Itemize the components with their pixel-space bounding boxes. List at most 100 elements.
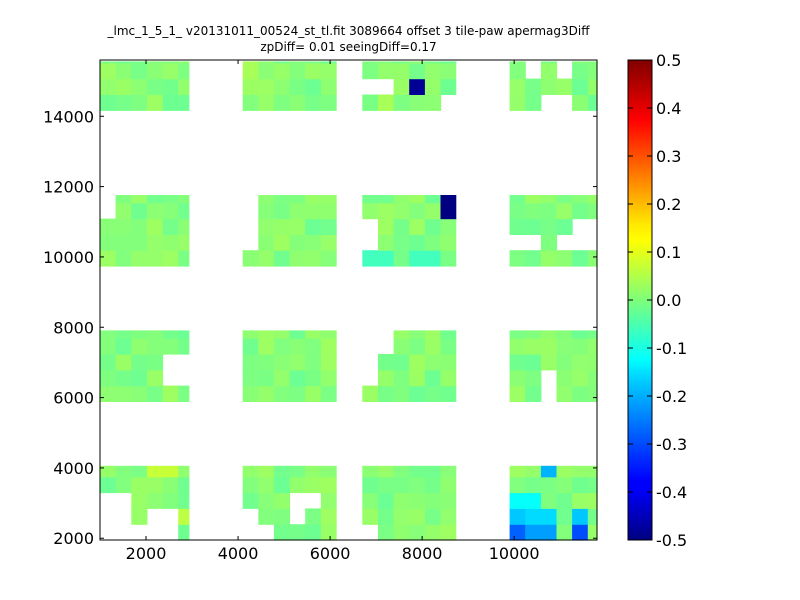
heatmap-cell [162,195,179,204]
heatmap-cell [100,354,117,371]
heatmap-cell [305,338,322,355]
heatmap-cell [440,78,457,95]
heatmap-cell [409,218,426,235]
heatmap-cell [393,62,410,80]
heatmap-cell [556,369,573,387]
heatmap-cell [115,234,132,251]
heatmap-cell [572,385,589,402]
heatmap-cell [540,202,558,220]
heatmap-cell [273,62,291,80]
heatmap-cell [178,385,190,402]
heatmap-cell [362,94,379,111]
heatmap-cell [178,78,190,95]
heatmap-cell [587,78,598,95]
heatmap-cell [320,465,337,478]
y-tick-label: 12000 [43,178,94,197]
heatmap-cell [273,202,291,220]
heatmap-cell [540,195,558,204]
heatmap-cell [131,202,148,220]
heatmap-cell [273,195,291,204]
heatmap-cell [320,250,337,267]
y-tick-label: 4000 [53,459,94,478]
heatmap-cell [320,524,337,541]
heatmap-cell [540,476,558,494]
heatmap-cell [242,250,259,267]
heatmap-cell [572,94,589,111]
heatmap-cell [556,524,573,541]
heatmap-cell [409,195,426,204]
heatmap-cell [556,202,573,220]
heatmap-cell [440,250,457,267]
heatmap-cell [393,234,410,251]
heatmap-cell [320,78,337,95]
heatmap-cell [587,385,598,402]
heatmap-cell [258,94,275,111]
heatmap-cell [273,508,291,525]
heatmap-cell [273,385,291,402]
heatmap-cell [587,524,598,541]
heatmap-cell [378,61,395,64]
colorbar-tick-label: 0.4 [656,99,681,118]
heatmap-cell [378,202,395,220]
heatmap-cell [362,465,379,478]
heatmap-cell [409,338,426,355]
heatmap-cell [440,476,457,494]
heatmap-cell [320,62,337,80]
heatmap-cell [258,62,275,80]
heatmap-cell [258,465,275,478]
heatmap-cell [289,330,306,339]
chart-subtitle: zpDiff= 0.01 seeingDiff=0.17 [260,40,437,54]
heatmap-cell [362,508,379,525]
heatmap-cell [131,508,148,525]
heatmap-cell [289,78,306,95]
heatmap-cell [242,385,259,402]
heatmap-cell [509,250,526,267]
heatmap-cell [378,195,395,204]
heatmap-cell [242,369,259,387]
heatmap-cell [162,492,179,509]
heatmap-cell [178,202,190,220]
heatmap-cell [440,61,457,64]
heatmap-cell [409,78,426,95]
heatmap-cell [162,61,179,64]
heatmap-cell [556,78,573,95]
y-axis: 2000 4000 6000 8000 10000 12000 14000 [43,107,597,548]
heatmap-cell [572,195,589,204]
heatmap-cell [115,62,132,80]
heatmap-cell [572,338,589,355]
heatmap-cell [305,78,322,95]
heatmap-cell [424,465,442,478]
heatmap-cell [146,250,164,267]
heatmap-cell [131,195,148,204]
heatmap-cell [393,476,410,494]
heatmap-cell [146,338,164,355]
heatmap-cell [273,465,291,478]
heatmap-cell [440,330,457,339]
colorbar-tick-label: 0.3 [656,147,681,166]
heatmap-cell [440,524,457,541]
heatmap-cell [440,195,457,204]
heatmap-cell [540,234,558,251]
heatmap-cell [162,338,179,355]
heatmap-cell [509,195,526,204]
heatmap-cell [378,62,395,80]
heatmap-cell [131,62,148,80]
heatmap-cell [540,492,558,509]
heatmap-cell [178,330,190,339]
heatmap-cell [409,250,426,267]
heatmap-cell [440,465,457,478]
heatmap-cell [273,250,291,267]
x-tick-label: 4000 [218,544,259,563]
heatmap-cell [393,385,410,402]
heatmap-cell [242,78,259,95]
heatmap-cell [289,202,306,220]
heatmap-cell [258,195,275,204]
heatmap-cell [424,385,442,402]
heatmap-cell [509,369,526,387]
heatmap-cell [587,465,598,478]
heatmap-cell [587,369,598,387]
heatmap-cell [100,94,117,111]
heatmap-cell [273,234,291,251]
heatmap-cell [258,202,275,220]
heatmap-cell [131,234,148,251]
